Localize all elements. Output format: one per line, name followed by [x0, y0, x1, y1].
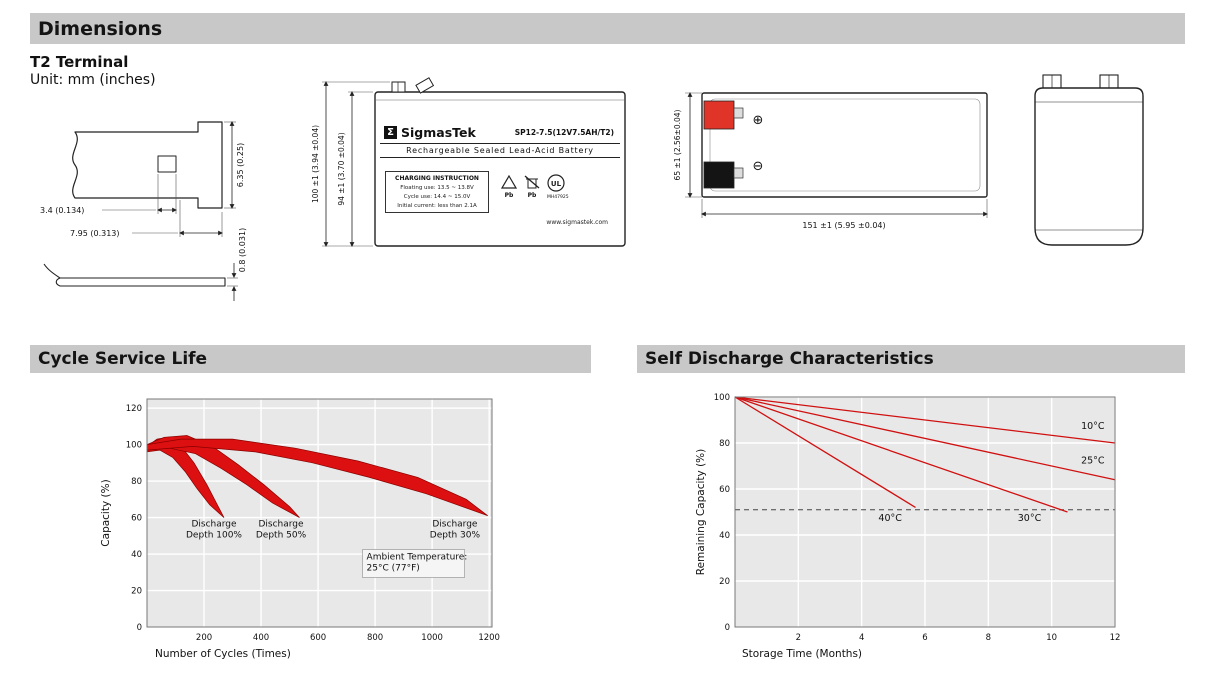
cycle-service-life-chart: 200 400 600 800 1000 1200 0 20 40 60 80 100 120 Disch…: [95, 385, 525, 670]
svg-text:40: 40: [719, 531, 730, 541]
svg-text:Number of Cycles (Times): Number of Cycles (Times): [155, 648, 291, 660]
faston-terminal: [391, 81, 406, 93]
svg-text:Discharge: Discharge: [191, 520, 237, 530]
svg-text:60: 60: [131, 514, 142, 524]
terminal-strip-side-view: [55, 277, 226, 287]
svg-text:100: 100: [126, 441, 142, 451]
svg-text:600: 600: [310, 633, 326, 643]
svg-text:10: 10: [1046, 633, 1057, 643]
svg-text:Storage Time (Months): Storage Time (Months): [742, 648, 862, 660]
self-discharge-chart-svg: 10°C 25°C 30°C 40°C 2 4 6 8 10 12 0 20 40 60 80 100 Stor…: [695, 393, 1121, 660]
dim-side-height-label: 65 ±1 (2.56±0.04): [673, 109, 682, 180]
svg-text:10°C: 10°C: [1081, 421, 1105, 432]
dimensions-title: Dimensions: [38, 17, 163, 40]
self-discharge-header: Self Discharge Characteristics: [637, 345, 1185, 373]
dim-height-label: 6.35 (0.25): [236, 143, 245, 187]
svg-text:120: 120: [126, 404, 142, 414]
battery-case-end: [1034, 87, 1144, 246]
ul-mark-icon: UL MH47925: [547, 174, 569, 201]
dim-pitch-label: 7.95 (0.313): [70, 229, 120, 238]
svg-text:1000: 1000: [421, 633, 443, 643]
self-discharge-chart: 10°C 25°C 30°C 40°C 2 4 6 8 10 12 0 20 40 60 80 100 Stor…: [692, 382, 1152, 672]
terminal-detail-drawing: 3.4 (0.134) 7.95 (0.313) 6.35 (0.25) 0.8…: [40, 121, 247, 301]
cycle-service-life-title: Cycle Service Life: [38, 349, 208, 369]
svg-text:0: 0: [725, 623, 730, 633]
battery-case-front: [374, 91, 626, 247]
svg-text:12: 12: [1110, 633, 1121, 643]
faston-terminal-bent: [415, 77, 435, 94]
positive-symbol: ⊕: [753, 113, 764, 128]
svg-text:20: 20: [719, 577, 730, 587]
svg-text:8: 8: [986, 633, 991, 643]
dim-thickness-label: 0.8 (0.031): [238, 228, 247, 272]
svg-text:2: 2: [796, 633, 801, 643]
svg-text:25°C (77°F): 25°C (77°F): [367, 564, 420, 574]
unit-label: Unit: mm (inches): [30, 72, 156, 88]
brand-name: SigmasTek: [401, 125, 476, 140]
svg-text:60: 60: [719, 485, 730, 495]
svg-text:400: 400: [253, 633, 269, 643]
svg-text:1200: 1200: [478, 633, 500, 643]
svg-text:4: 4: [859, 633, 864, 643]
cycle-service-life-chart-svg: 200 400 600 800 1000 1200 0 20 40 60 80 100 120 Disch…: [100, 398, 500, 660]
negative-symbol: ⊖: [753, 159, 764, 174]
dim-case-height-label: 94 ±1 (3.70 ±0.04): [337, 132, 346, 205]
svg-text:80: 80: [719, 439, 730, 449]
battery-type-subtitle: Rechargeable Sealed Lead-Acid Battery: [380, 143, 620, 158]
sigma-logo-icon: Σ: [384, 126, 397, 139]
ul-file-number: MH47925: [547, 195, 569, 200]
svg-text:0: 0: [137, 623, 142, 633]
charging-title: CHARGING INSTRUCTION: [395, 175, 479, 182]
charging-floating-use: Floating use: 13.5 ~ 13.8V: [400, 185, 474, 191]
charging-cycle-use: Cycle use: 14.4 ~ 15.0V: [403, 193, 471, 200]
label-middle-row: CHARGING INSTRUCTION Floating use: 13.5 …: [380, 171, 620, 214]
self-discharge-title: Self Discharge Characteristics: [645, 349, 934, 369]
battery-front-view: 100 ±1 (3.94 ±0.04) 94 ±1 (3.70 ±0.04): [311, 77, 626, 247]
svg-text:Depth 100%: Depth 100%: [186, 531, 242, 541]
model-number: SP12-7.5(12V7.5AH/T2): [514, 128, 614, 137]
battery-product-label: Σ SigmasTek SP12-7.5(12V7.5AH/T2) Rechar…: [380, 125, 620, 243]
terminal-type-title: T2 Terminal: [30, 53, 129, 71]
svg-text:100: 100: [714, 393, 730, 403]
dimension-drawings: 3.4 (0.134) 7.95 (0.313) 6.35 (0.25) 0.8…: [40, 74, 1144, 301]
svg-text:Depth 50%: Depth 50%: [256, 531, 307, 541]
svg-text:800: 800: [367, 633, 383, 643]
svg-text:Discharge: Discharge: [432, 520, 478, 530]
svg-text:200: 200: [196, 633, 212, 643]
svg-text:Depth 30%: Depth 30%: [430, 531, 481, 541]
dim-width-label: 3.4 (0.134): [40, 206, 84, 215]
svg-text:30°C: 30°C: [1018, 513, 1042, 524]
recycle-pb-icon: Pb: [500, 174, 518, 199]
charging-instruction-box: CHARGING INSTRUCTION Floating use: 13.5 …: [385, 171, 489, 214]
battery-case-side: [701, 92, 988, 198]
dim-length-label: 151 ±1 (5.95 ±0.04): [802, 221, 885, 230]
svg-text:40°C: 40°C: [878, 513, 902, 524]
terminal-hole: [157, 155, 177, 173]
svg-text:20: 20: [131, 587, 142, 597]
dim-total-height-label: 100 ±1 (3.94 ±0.04): [311, 125, 320, 203]
website-text: www.sigmastek.com: [546, 219, 608, 226]
positive-terminal-red: [703, 100, 735, 130]
svg-text:6: 6: [922, 633, 927, 643]
svg-text:Discharge: Discharge: [258, 520, 304, 530]
dimensions-section-header: Dimensions: [30, 13, 1185, 44]
no-trash-pb-icon: Pb: [524, 174, 540, 199]
charging-initial-current: Initial current: less than 2.1A: [397, 202, 477, 209]
svg-text:Capacity (%): Capacity (%): [100, 479, 112, 546]
svg-text:40: 40: [131, 550, 142, 560]
label-header-row: Σ SigmasTek SP12-7.5(12V7.5AH/T2): [380, 125, 620, 143]
battery-end-view: [1034, 74, 1144, 246]
battery-side-view: 65 ±1 (2.56±0.04) ⊕ ⊖ 151 ±1 (5.95 ±0.04…: [673, 92, 988, 230]
negative-terminal-black: [703, 161, 735, 189]
svg-text:25°C: 25°C: [1081, 456, 1105, 467]
svg-text:80: 80: [131, 477, 142, 487]
cycle-service-life-header: Cycle Service Life: [30, 345, 591, 373]
svg-text:UL: UL: [551, 180, 562, 188]
compliance-icons: Pb Pb UL MH47925: [500, 171, 569, 201]
svg-text:Remaining Capacity (%): Remaining Capacity (%): [695, 449, 707, 576]
svg-text:Ambient Temperature:: Ambient Temperature:: [367, 553, 468, 563]
